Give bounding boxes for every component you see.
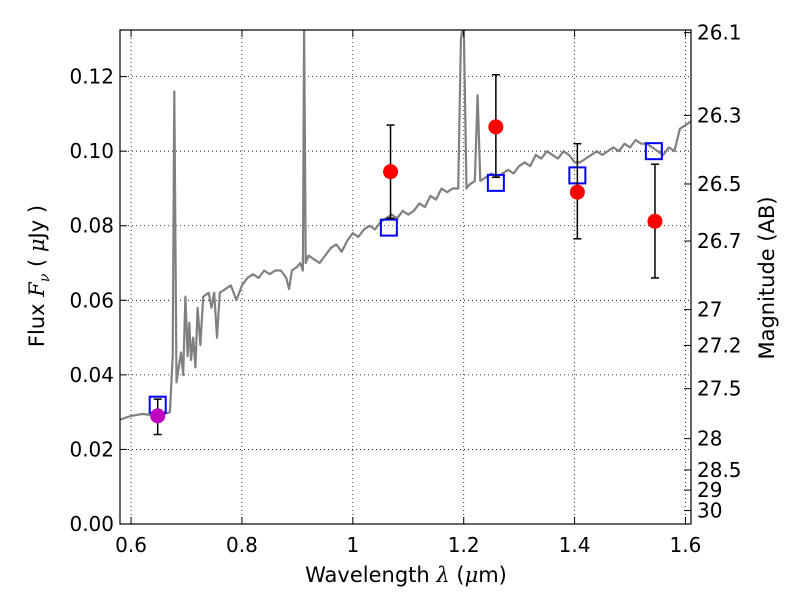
right-tick-label: 30 <box>697 499 722 523</box>
right-tick-label: 28.5 <box>697 458 742 482</box>
measured-point <box>488 119 504 135</box>
measured-point <box>569 184 585 200</box>
x-tick-label: 1.6 <box>670 533 702 557</box>
right-tick-label: 28 <box>697 427 722 451</box>
x-tick-label: 0.8 <box>226 533 258 557</box>
y-tick-label: 0.04 <box>69 363 114 387</box>
y-tick-label: 0.08 <box>69 214 114 238</box>
right-tick-label: 29 <box>697 478 722 502</box>
measured-point <box>150 408 166 424</box>
spectrum-line <box>120 30 691 421</box>
right-tick-label: 26.7 <box>697 229 742 253</box>
right-tick-label: 26.5 <box>697 172 742 196</box>
x-axis-label: Wavelength λ (μm) <box>305 563 507 587</box>
y-tick-label: 0.10 <box>69 139 114 163</box>
y-axis-label: Flux Fν ( μJy ) <box>25 205 53 347</box>
plot-frame <box>119 29 692 525</box>
y-tick-label: 0.02 <box>69 437 114 461</box>
x-tick-label: 0.6 <box>115 533 147 557</box>
y-tick-label: 0.12 <box>69 65 114 89</box>
x-tick-label: 1.2 <box>448 533 480 557</box>
x-tick-label: 1 <box>346 533 359 557</box>
right-tick-label: 26.1 <box>697 21 742 45</box>
model-point <box>644 142 663 161</box>
y-tick-label: 0.00 <box>69 512 114 536</box>
model-point <box>379 218 398 237</box>
right-axis-label: Magnitude (AB) <box>755 196 779 359</box>
grid-lines <box>120 30 691 525</box>
measured-point <box>647 213 663 229</box>
right-tick-label: 26.3 <box>697 103 742 127</box>
y-tick-label: 0.06 <box>69 288 114 312</box>
plot-area <box>120 30 691 436</box>
x-tick-label: 1.4 <box>559 533 591 557</box>
axis-ticks: 0.6 0.8 1 1.2 1.4 1.6 0.00 0.02 0.04 0.06 0.08 0.10… <box>69 21 741 557</box>
right-tick-label: 27.5 <box>697 377 742 401</box>
right-tick-label: 27.2 <box>697 333 742 357</box>
right-tick-label: 27 <box>697 298 722 322</box>
measured-point <box>383 164 399 180</box>
